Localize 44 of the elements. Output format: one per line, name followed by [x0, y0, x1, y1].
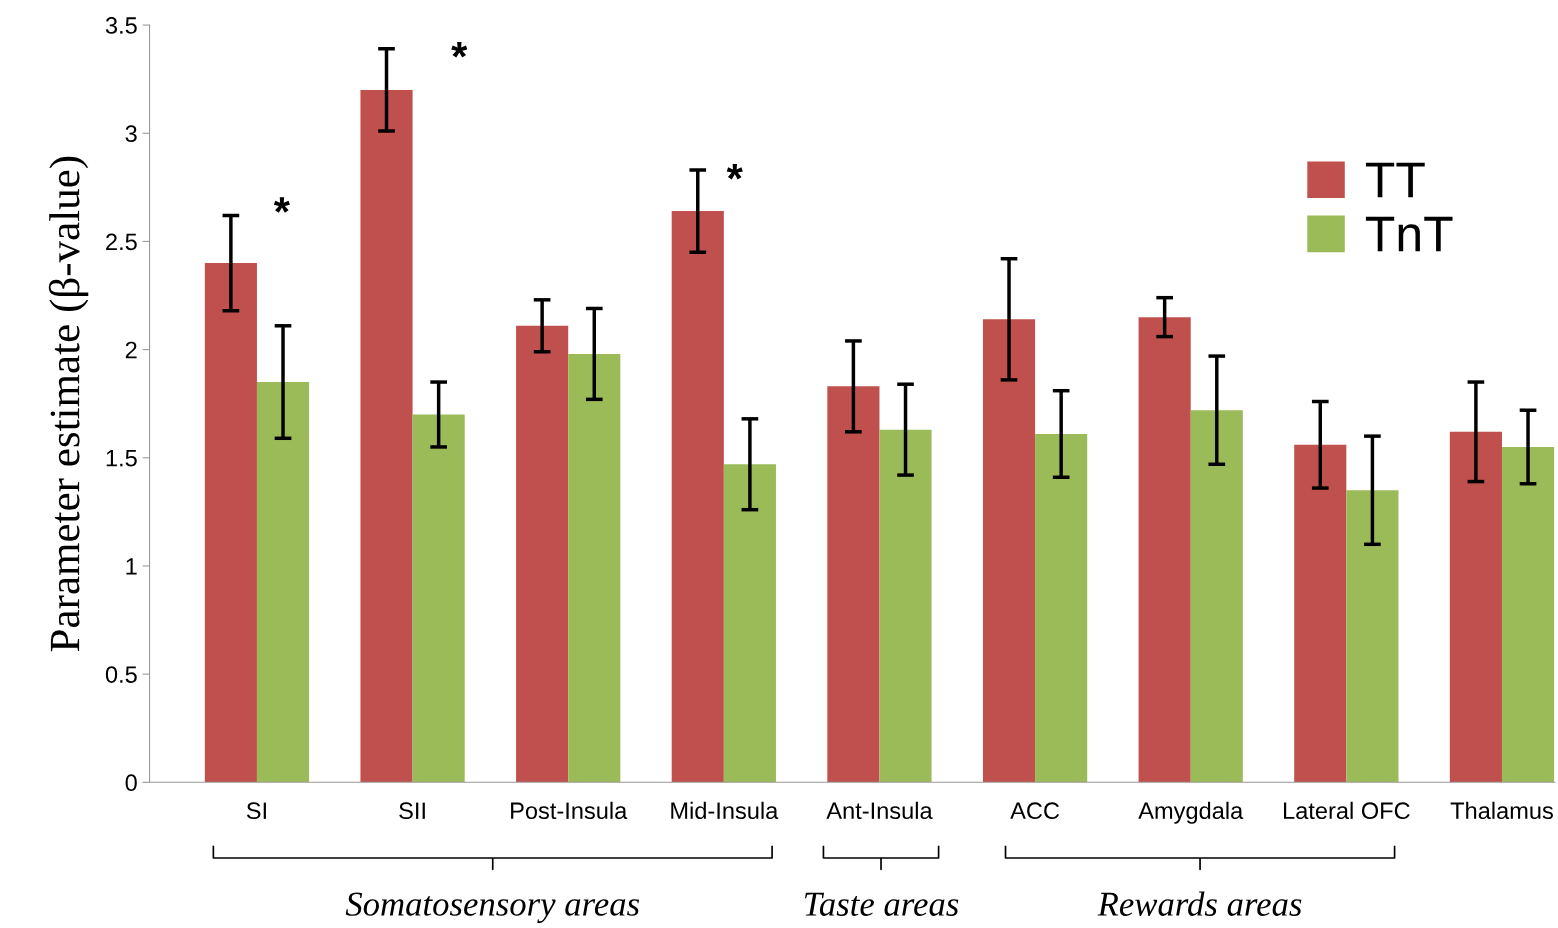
- y-tick-label: 0.5: [105, 666, 137, 683]
- bar: [1138, 317, 1191, 783]
- y-tick-label: 0: [125, 774, 137, 792]
- bar: [723, 464, 776, 783]
- bar: [204, 263, 257, 783]
- bar: [671, 211, 724, 783]
- bar: [1294, 444, 1347, 783]
- bar: [1501, 446, 1555, 783]
- text: Taste areas: [804, 892, 959, 916]
- bar: [412, 414, 465, 783]
- text: Somatosensory areas: [345, 892, 640, 923]
- bar: [1035, 433, 1088, 783]
- x-tick-label: Mid-Insula: [671, 801, 779, 820]
- annotation: *: [726, 163, 743, 180]
- y-tick-label: 2: [125, 341, 137, 359]
- x-tick-label: Thalamus: [1450, 801, 1553, 820]
- y-tick-label: 3.5: [105, 17, 137, 34]
- y-tick-label: 2.5: [106, 233, 137, 251]
- annotation: *: [451, 42, 468, 58]
- y-tick-label: 3: [125, 125, 137, 143]
- annotation: *: [273, 197, 290, 213]
- bar: [879, 429, 932, 783]
- x-tick-label: Amygdala: [1138, 801, 1244, 824]
- y-axis-title: Parameter estimate (β-value): [48, 156, 89, 652]
- bar: [827, 386, 880, 783]
- bar: [568, 353, 621, 783]
- bar: [1346, 490, 1399, 783]
- bar: [516, 325, 569, 783]
- bar: [256, 382, 310, 783]
- y-tick-label: 1.5: [106, 450, 137, 467]
- bar: [1449, 431, 1502, 783]
- y-tick-label: 1: [126, 558, 137, 575]
- x-tick-label: SII: [399, 802, 425, 820]
- x-tick-label: Ant-Insula: [826, 801, 933, 820]
- legend-label: TnT: [1365, 216, 1453, 252]
- x-tick-label: SI: [246, 802, 266, 820]
- legend-label: TT: [1365, 162, 1425, 198]
- x-tick-label: Lateral OFC: [1283, 801, 1410, 820]
- bar: [360, 89, 413, 783]
- bar: [982, 319, 1036, 783]
- x-tick-label: ACC: [1010, 802, 1060, 820]
- text: Rewards areas: [1097, 891, 1302, 916]
- bar: [1190, 410, 1243, 783]
- x-tick-label: Post-Insula: [511, 801, 628, 820]
